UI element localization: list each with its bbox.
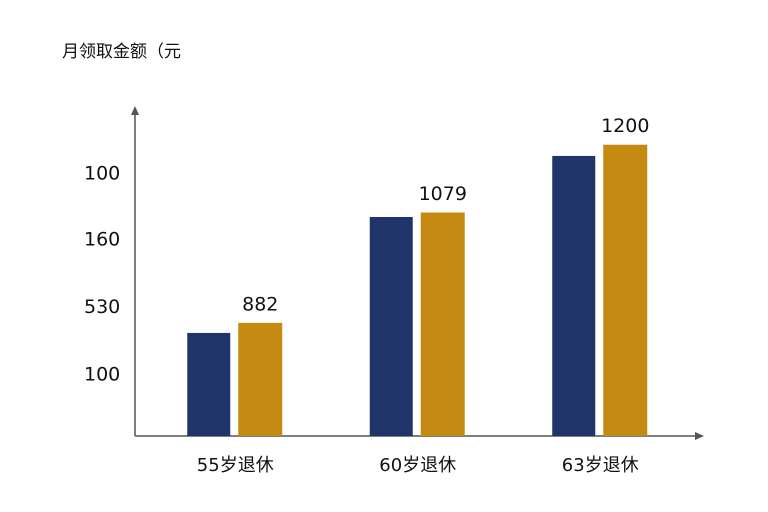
x-tick-label: 55岁退休 (197, 455, 274, 476)
y-tick-label: 530 (84, 296, 120, 318)
data-label: 1079 (419, 183, 467, 205)
x-tick-label: 63岁退休 (562, 455, 639, 476)
bar (238, 322, 283, 436)
y-tick-label: 160 (84, 228, 120, 250)
y-tick-label: 100 (84, 162, 120, 184)
bar (187, 332, 231, 436)
data-label: 1200 (601, 115, 649, 137)
bar (603, 144, 648, 436)
data-label: 882 (242, 293, 278, 315)
chart-title: 月领取金额（元 (62, 42, 181, 62)
bar (369, 216, 413, 436)
x-axis-arrow (695, 432, 704, 440)
y-axis-arrow (131, 106, 139, 115)
bar (552, 155, 596, 436)
y-tick-label: 100 (84, 363, 120, 385)
x-tick-label: 60岁退休 (379, 455, 456, 476)
bar (420, 212, 465, 436)
